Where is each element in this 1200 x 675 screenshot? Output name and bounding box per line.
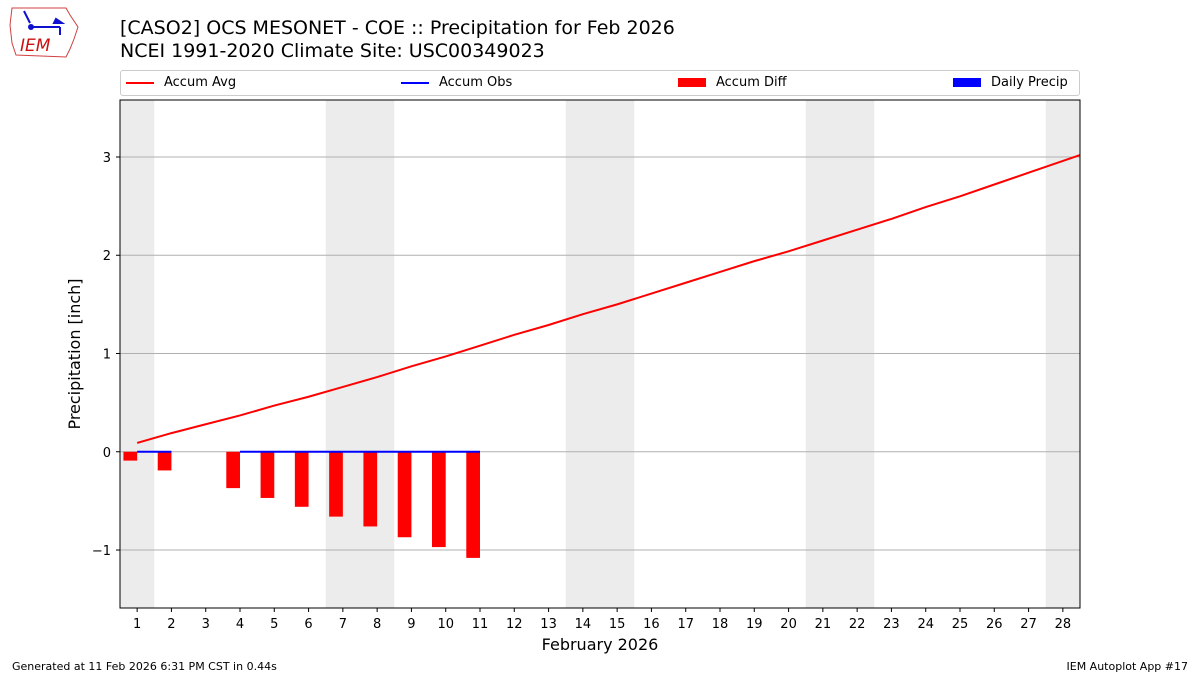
- x-tick-label: 8: [373, 617, 381, 632]
- x-tick-label: 10: [437, 617, 454, 632]
- legend-swatch: [953, 78, 981, 87]
- accum-diff-bar: [466, 451, 480, 558]
- plot-frame: [119, 99, 1081, 609]
- y-tick-label: 1: [103, 348, 111, 363]
- app-note: IEM Autoplot App #17: [1066, 660, 1189, 673]
- legend-label: Accum Obs: [439, 75, 513, 90]
- y-axis-label: Precipitation [inch]: [65, 278, 84, 429]
- legend-item-accum-obs: Accum Obs: [401, 75, 512, 90]
- legend: Accum Avg Accum Obs Accum Diff Daily Pre…: [120, 70, 1080, 96]
- x-tick-label: 1: [133, 617, 141, 632]
- accum-diff-bar: [329, 451, 343, 517]
- x-tick-label: 13: [540, 617, 557, 632]
- x-tick-label: 2: [167, 617, 175, 632]
- accum-diff-bar: [260, 451, 275, 498]
- x-tick-label: 21: [815, 617, 832, 632]
- legend-item-daily-precip: Daily Precip: [953, 75, 1068, 90]
- legend-item-accum-diff: Accum Diff: [678, 75, 787, 90]
- accum-diff-bar: [432, 451, 446, 548]
- accum-diff-bar: [294, 451, 309, 507]
- x-tick-label: 5: [270, 617, 278, 632]
- x-tick-label: 14: [575, 617, 592, 632]
- x-axis-label: February 2026: [542, 635, 659, 654]
- x-tick-label: 18: [712, 617, 729, 632]
- accum-diff-bar: [363, 451, 378, 527]
- x-tick-label: 28: [1055, 617, 1072, 632]
- iem-logo: IEM: [9, 7, 79, 58]
- x-tick-label: 26: [986, 617, 1003, 632]
- x-tick-label: 3: [202, 617, 210, 632]
- legend-swatch: [401, 81, 429, 84]
- legend-item-accum-avg: Accum Avg: [126, 75, 236, 90]
- x-tick-label: 9: [407, 617, 415, 632]
- x-tick-label: 15: [609, 617, 626, 632]
- legend-label: Accum Avg: [164, 75, 237, 90]
- accum-diff-bar: [397, 451, 412, 538]
- x-tick-label: 11: [472, 617, 489, 632]
- x-tick-label: 27: [1020, 617, 1037, 632]
- y-tick-label: 0: [103, 446, 111, 461]
- y-tick-label: −1: [92, 544, 111, 559]
- x-tick-label: 7: [339, 617, 347, 632]
- x-tick-label: 23: [883, 617, 900, 632]
- x-tick-label: 19: [746, 617, 763, 632]
- chart-title: [CASO2] OCS MESONET - COE :: Precipitati…: [120, 17, 675, 39]
- logo-text: IEM: [20, 36, 51, 56]
- y-tick-label: 2: [103, 249, 111, 264]
- x-tick-label: 24: [917, 617, 934, 632]
- chart-subtitle: NCEI 1991-2020 Climate Site: USC00349023: [120, 40, 545, 62]
- x-tick-label: 16: [643, 617, 660, 632]
- x-tick-label: 12: [506, 617, 523, 632]
- legend-swatch: [126, 81, 154, 84]
- x-tick-label: 6: [304, 617, 312, 632]
- legend-label: Accum Diff: [716, 75, 787, 90]
- x-tick-label: 20: [780, 617, 797, 632]
- legend-label: Daily Precip: [991, 75, 1068, 90]
- x-tick-label: 17: [677, 617, 694, 632]
- x-tick-label: 22: [849, 617, 866, 632]
- accum-diff-bar: [157, 451, 172, 471]
- x-tick-label: 25: [952, 617, 969, 632]
- generated-note: Generated at 11 Feb 2026 6:31 PM CST in …: [12, 660, 277, 673]
- y-tick-label: 3: [103, 151, 111, 166]
- accum-diff-bar: [226, 451, 240, 489]
- legend-swatch: [678, 78, 706, 87]
- accum-diff-bar: [123, 451, 138, 461]
- accum-avg-line: [136, 154, 1081, 444]
- x-tick-label: 4: [236, 617, 244, 632]
